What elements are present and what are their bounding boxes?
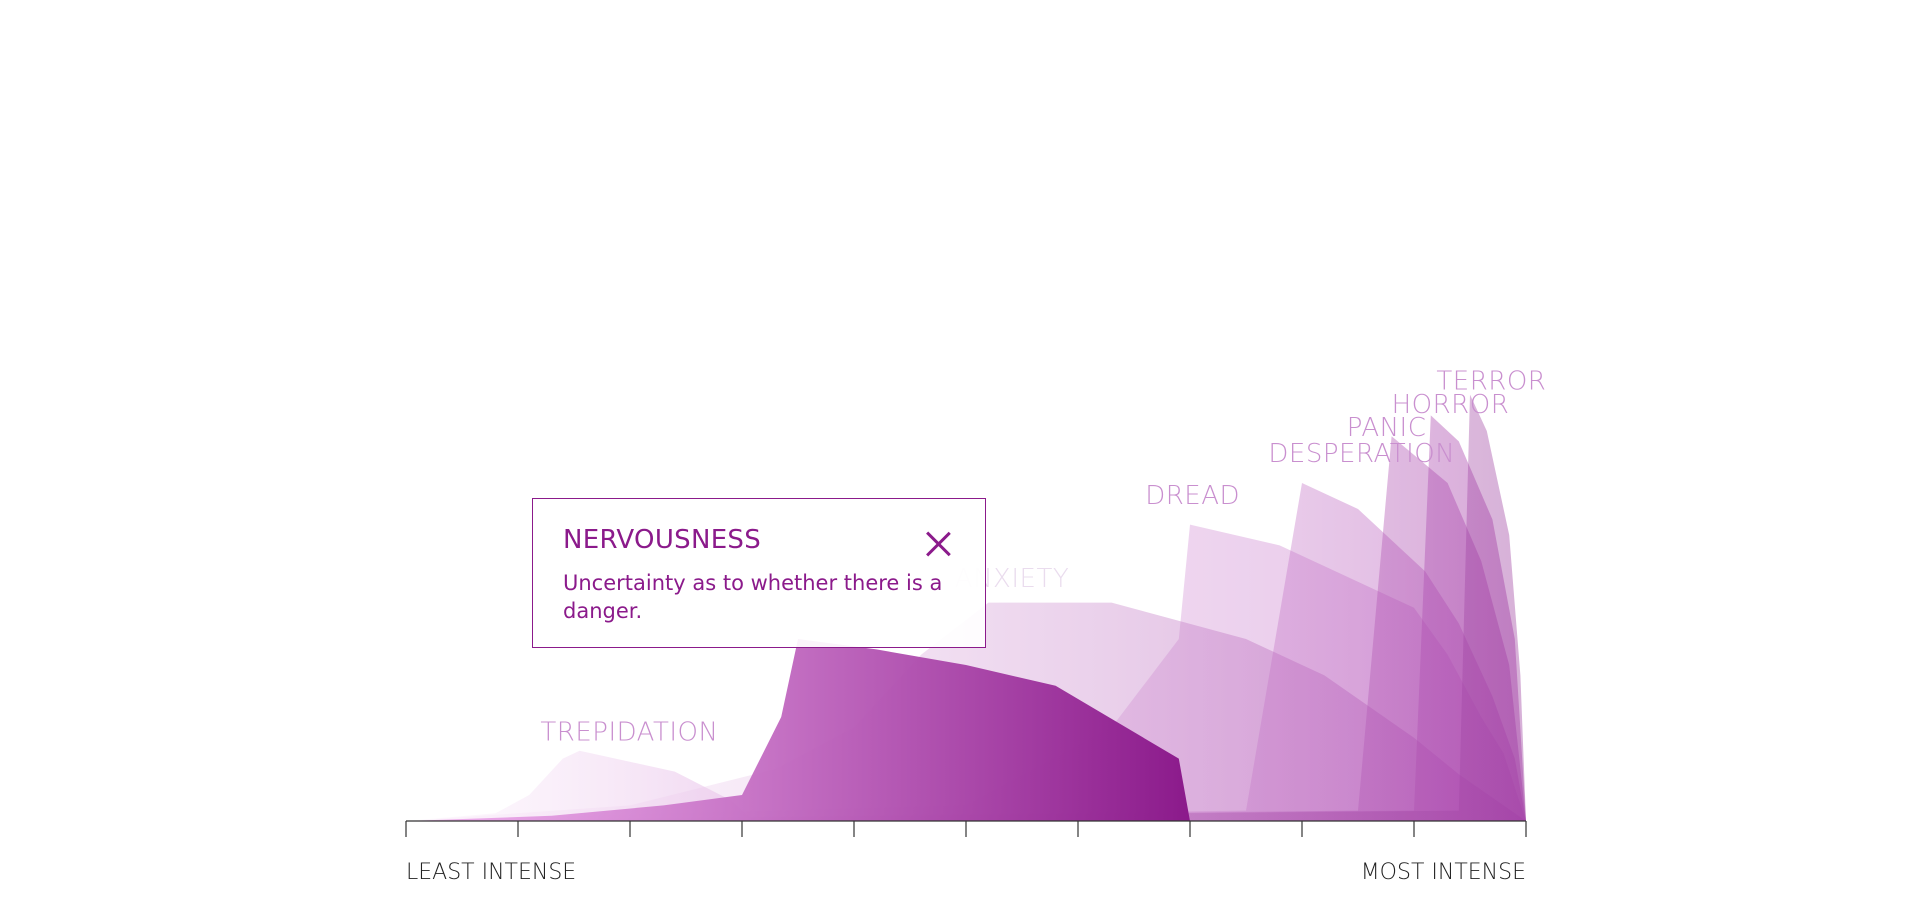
x-axis-max-label: MOST INTENSE bbox=[1361, 860, 1526, 885]
close-icon[interactable] bbox=[925, 531, 951, 557]
area-nervousness[interactable] bbox=[406, 639, 1190, 821]
x-axis: LEAST INTENSE MOST INTENSE bbox=[405, 820, 1527, 885]
tooltip-title: NERVOUSNESS bbox=[563, 525, 762, 555]
label-terror[interactable]: TERROR bbox=[1436, 366, 1546, 396]
areas-layer bbox=[406, 394, 1526, 821]
label-horror[interactable]: HORROR bbox=[1392, 390, 1510, 420]
area-trepidation[interactable] bbox=[406, 750, 754, 821]
series-labels: TREPIDATIONANXIETYDREADDESPERATIONPANICH… bbox=[540, 366, 1546, 747]
label-desperation[interactable]: DESPERATION bbox=[1268, 439, 1455, 469]
x-axis-min-label: LEAST INTENSE bbox=[406, 860, 576, 885]
area-panic[interactable] bbox=[406, 436, 1526, 821]
label-trepidation[interactable]: TREPIDATION bbox=[540, 717, 718, 747]
emotion-tooltip: NERVOUSNESS Uncertainty as to whether th… bbox=[532, 498, 986, 648]
label-dread[interactable]: DREAD bbox=[1145, 481, 1240, 511]
label-panic[interactable]: PANIC bbox=[1347, 413, 1427, 443]
tooltip-description: Uncertainty as to whether there is a dan… bbox=[563, 571, 943, 623]
